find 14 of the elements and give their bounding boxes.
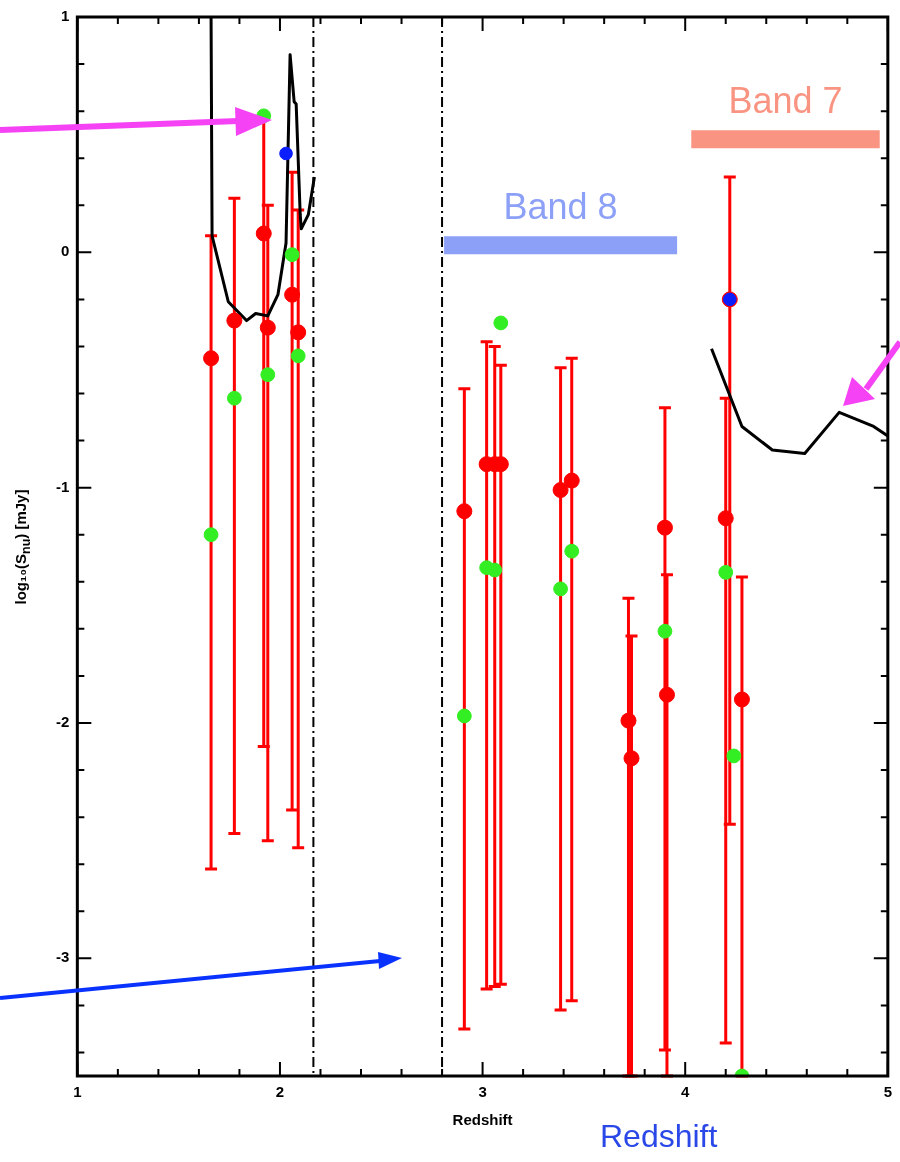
x-tick-label: 5 <box>883 1083 892 1101</box>
x-axis-title: Redshift <box>452 1111 513 1129</box>
series-label: Band 7 <box>728 80 843 122</box>
text: Redshift <box>600 1118 718 1155</box>
x-tick-label: 3 <box>478 1083 487 1101</box>
y-tick-label: -3 <box>55 948 70 966</box>
y-tick-label: 0 <box>60 242 70 260</box>
y-tick-label: -1 <box>55 477 70 495</box>
x-tick-label: 2 <box>275 1083 285 1101</box>
x-tick-label: 4 <box>681 1083 691 1101</box>
y-tick-label: 1 <box>60 7 70 25</box>
y-tick-label: -2 <box>55 713 70 731</box>
series-label: Band 8 <box>503 186 618 228</box>
x-tick-label: 1 <box>73 1083 82 1101</box>
